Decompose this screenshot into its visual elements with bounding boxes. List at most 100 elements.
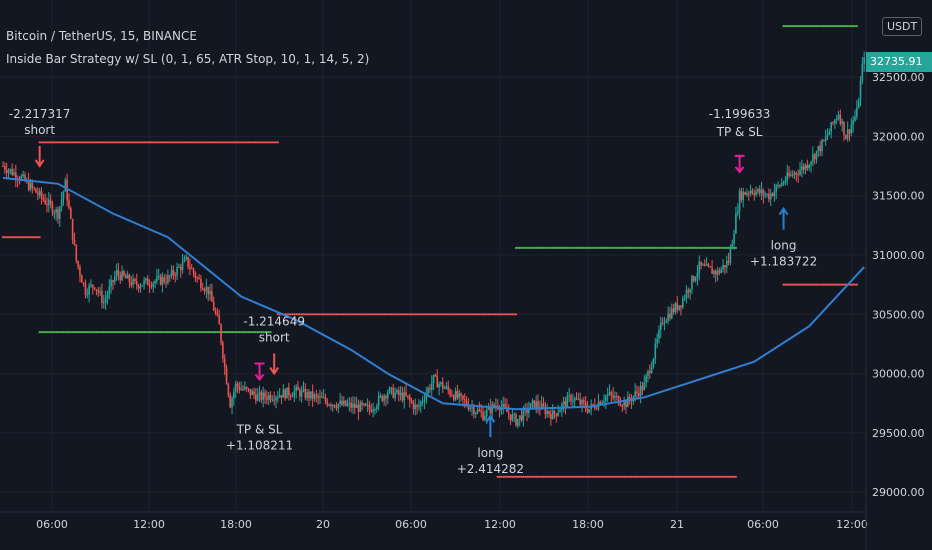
stop-dot-red [472,313,475,316]
candle-body [333,404,336,408]
stop-dot-green [146,330,149,334]
symbol-legend[interactable]: Bitcoin / TetherUS, 15, BINANCE [6,29,197,43]
stop-dot-green [628,246,631,249]
stop-dot-red [593,475,596,478]
stop-dot-red [331,313,334,316]
candle-body [190,268,193,270]
stop-dot-green [150,330,153,334]
stop-dot-green [84,330,87,334]
candle-body [289,395,292,397]
stop-dot-red [632,475,635,478]
stop-dot-red [139,141,142,144]
stop-dot-red [120,141,124,144]
stop-dot-red [42,141,45,144]
candle-body [733,233,735,244]
candle-body [187,256,189,267]
stop-dot-red [262,141,265,144]
y-tick-label: 30000.00 [872,368,925,381]
stop-dot-red [60,141,63,144]
stop-dot-red [507,313,510,316]
candle-body [788,172,790,176]
candle-body [544,406,547,415]
stop-dot-red [78,141,82,144]
candle-body [121,271,123,280]
candle-body [583,400,585,403]
stop-dot-green [667,246,670,249]
candle-body [502,403,505,408]
stop-dot-green [668,246,672,249]
stop-dot-red [437,313,441,316]
stop-dot-red [509,475,512,478]
stop-dot-green [707,246,710,249]
candle-body [496,405,499,408]
stop-dot-red [351,313,355,316]
stop-dot-red [322,313,325,316]
stop-dot-green [159,330,162,334]
stop-dot-green [580,246,584,249]
candle-body [725,260,728,268]
stop-dot-green [703,246,706,249]
stop-dot-red [84,141,87,144]
stop-dot-green [49,330,52,334]
candle-body [240,388,242,390]
candle-body [665,320,668,323]
stop-dot-green [591,246,595,249]
candle-body [531,400,534,404]
candle-body [168,275,171,277]
stop-dot-green [144,330,148,334]
candle-body [172,270,175,276]
stop-dot-green [555,246,558,249]
stop-dot-red [16,236,19,239]
candle-body [779,185,781,187]
stop-dot-red [502,475,505,478]
candle-body [260,392,263,400]
candle-body [374,409,376,411]
stop-dot-red [421,313,424,316]
candle-body [639,385,642,396]
candle-body [584,402,587,409]
stop-dot-green [110,330,113,334]
y-tick-label: 31500.00 [872,190,925,203]
stop-dot-green [694,246,697,249]
strategy-legend[interactable]: Inside Bar Strategy w/ SL (0, 1, 65, ATR… [6,52,370,66]
stop-dot-red [659,475,662,478]
stop-dot-green [588,246,591,249]
stop-dot-green [855,24,858,28]
stop-dot-green [824,24,827,28]
stop-dot-red [782,283,785,286]
stop-dot-green [569,246,573,249]
candle-body [454,391,457,400]
stop-dot-red [804,283,807,286]
candle-body [758,188,761,194]
stop-dot-red [560,475,563,478]
stop-dot-green [842,24,846,28]
stop-dot-red [274,141,278,144]
stop-dot-red [29,236,32,239]
stop-dot-green [696,246,699,249]
candle-body [4,166,6,170]
stop-dot-red [419,313,422,316]
stop-dot-red [106,141,109,144]
stop-dot-red [49,141,52,144]
currency-badge[interactable]: USDT [882,17,923,36]
stop-dot-green [549,246,552,249]
candle-body [625,400,627,408]
stop-dot-green [795,24,798,28]
stop-dot-red [104,141,107,144]
candle-body [321,396,323,398]
candle-body [780,182,783,186]
stop-dot-red [304,313,307,316]
candle-body [438,383,440,388]
candle-body [447,386,450,391]
stop-dot-green [142,330,146,334]
candle-body [813,154,816,160]
stop-dot-red [381,313,384,316]
candle-body [714,270,717,275]
stop-dot-red [159,141,162,144]
stop-dot-green [269,330,272,334]
stop-dot-green [692,246,695,249]
candle-body [355,404,358,408]
stop-dot-red [784,283,787,286]
stop-dot-red [362,313,366,316]
stop-dot-green [196,330,199,334]
